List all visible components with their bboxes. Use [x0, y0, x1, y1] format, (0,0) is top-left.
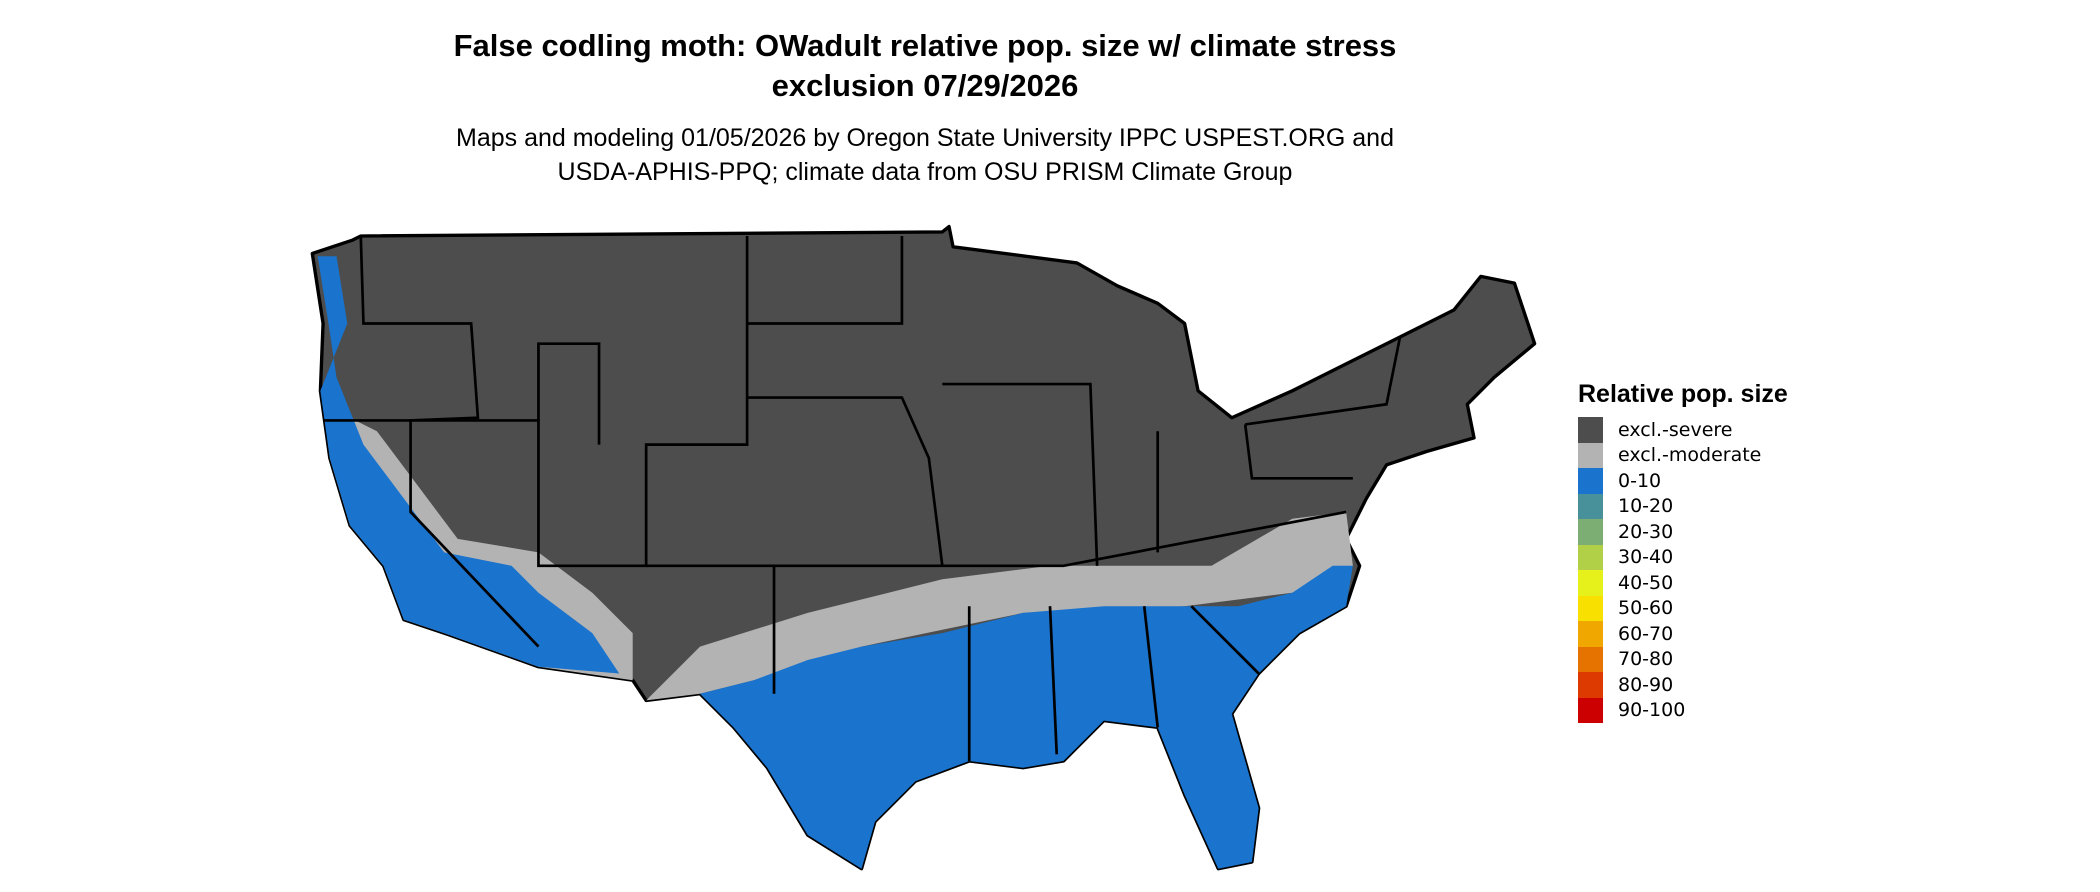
state-borders: [323, 235, 1402, 761]
legend-swatch: [1578, 595, 1603, 621]
legend-item: 70-80: [1578, 646, 1788, 672]
region-0-10-west: [317, 256, 620, 674]
legend-swatch: [1578, 697, 1603, 723]
legend-item: 10-20: [1578, 493, 1788, 519]
legend-item: 20-30: [1578, 519, 1788, 545]
legend-label: 30-40: [1618, 546, 1674, 569]
legend-swatch: [1578, 417, 1603, 443]
legend-swatch: [1578, 519, 1603, 545]
legend-label: 90-100: [1618, 699, 1686, 722]
legend-label: excl.-moderate: [1618, 444, 1762, 467]
map-title-line1: False codling moth: OWadult relative pop…: [453, 28, 1397, 63]
legend-item: 40-50: [1578, 570, 1788, 596]
region-0-10-south: [700, 565, 1353, 869]
subtitle-line2: USDA-APHIS-PPQ; climate data from OSU PR…: [557, 158, 1293, 186]
region-excl-moderate-south: [646, 511, 1353, 701]
legend-label: 50-60: [1618, 597, 1674, 620]
legend-swatch: [1578, 646, 1603, 672]
legend-item: 60-70: [1578, 621, 1788, 647]
legend-swatch: [1578, 621, 1603, 647]
legend-title: Relative pop. size: [1578, 380, 1788, 408]
legend-label: 40-50: [1618, 571, 1674, 594]
legend-label: 80-90: [1618, 673, 1674, 696]
legend-item: 80-90: [1578, 672, 1788, 698]
legend-swatch: [1578, 493, 1603, 519]
legend-label: 20-30: [1618, 520, 1674, 543]
legend-swatch: [1578, 468, 1603, 494]
legend-item: 30-40: [1578, 544, 1788, 570]
legend-swatch: [1578, 544, 1603, 570]
legend-label: 60-70: [1618, 622, 1674, 645]
legend: Relative pop. size excl.-severe excl.-mod…: [1578, 380, 1788, 723]
legend-label: 70-80: [1618, 648, 1674, 671]
legend-item: excl.-severe: [1578, 417, 1788, 443]
legend-label: 0-10: [1618, 469, 1662, 492]
legend-item: 90-100: [1578, 697, 1788, 723]
subtitle-line1: Maps and modeling 01/05/2026 by Oregon S…: [456, 124, 1394, 152]
map-title-line2: exclusion 07/29/2026: [771, 68, 1079, 103]
legend-item: 50-60: [1578, 595, 1788, 621]
legend-items: excl.-severe excl.-moderate 0-10 10-20 20-30…: [1578, 417, 1788, 723]
legend-swatch: [1578, 672, 1603, 698]
legend-item: 0-10: [1578, 468, 1788, 494]
legend-item: excl.-moderate: [1578, 442, 1788, 468]
legend-label: 10-20: [1618, 495, 1674, 518]
legend-label: excl.-severe: [1618, 418, 1733, 441]
legend-swatch: [1578, 442, 1603, 468]
legend-swatch: [1578, 570, 1603, 596]
